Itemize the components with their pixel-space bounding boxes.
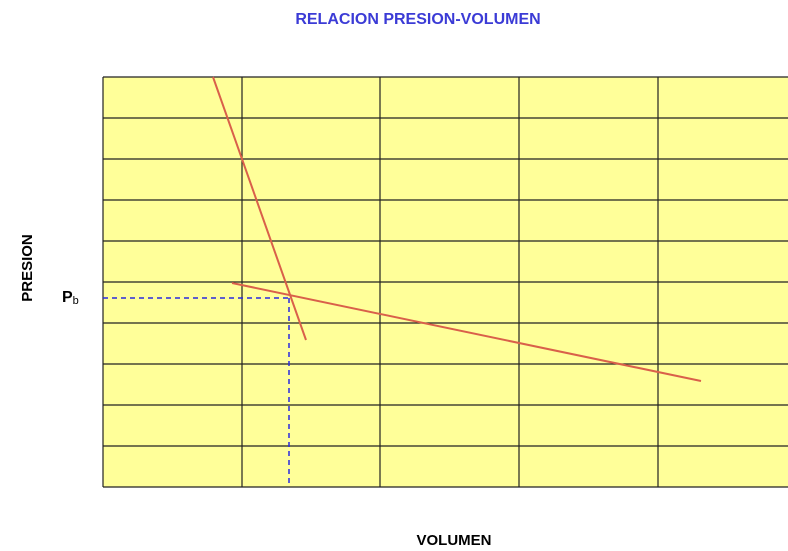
plot-area (102, 76, 788, 488)
pb-label: Pb (62, 289, 79, 307)
chart-title: RELACION PRESION-VOLUMEN (295, 11, 540, 28)
pb-main: P (62, 289, 73, 306)
shallow-curve (231, 282, 702, 382)
y-axis-label: PRESION (19, 234, 36, 302)
pb-subscript: b (73, 295, 79, 307)
vertical-grid (102, 77, 659, 487)
x-axis-label: VOLUMEN (417, 532, 492, 549)
horizontal-grid (103, 76, 788, 488)
